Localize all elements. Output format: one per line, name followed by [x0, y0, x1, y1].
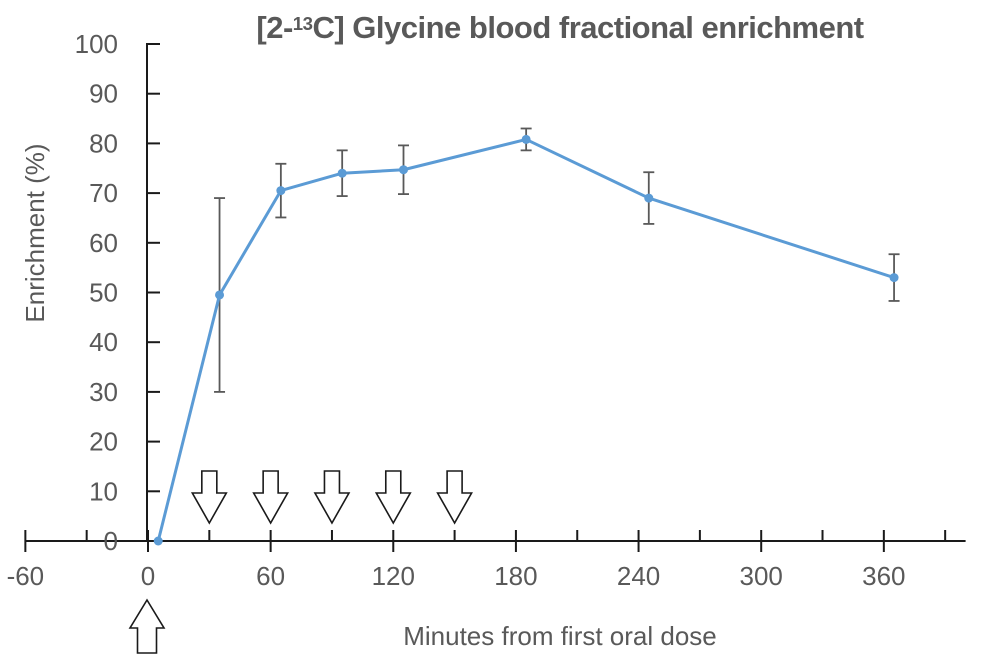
data-point [276, 186, 286, 196]
x-tick-label: -60 [7, 561, 45, 591]
first-oral-dose-arrow-up-icon [128, 598, 166, 654]
chart-title-prefix: [2- [256, 10, 293, 45]
x-tick-label: 0 [141, 561, 155, 591]
x-tick-label: 60 [256, 561, 285, 591]
y-tick-label: 70 [89, 178, 118, 208]
data-point [153, 536, 163, 546]
data-point [889, 273, 899, 283]
oral-dose-arrow-down-icon [313, 470, 351, 525]
x-tick-label: 180 [494, 561, 537, 591]
data-point [399, 165, 408, 175]
y-tick-label: 30 [89, 377, 118, 407]
y-tick-label: 40 [89, 327, 118, 357]
x-tick-label: 120 [372, 561, 415, 591]
oral-dose-arrow-down-icon [190, 470, 228, 525]
y-tick-label: 0 [104, 526, 118, 556]
y-tick-label: 50 [89, 278, 118, 308]
x-tick-label: 240 [617, 561, 660, 591]
y-tick-label: 80 [89, 128, 118, 158]
y-tick-label: 10 [89, 476, 118, 506]
y-tick-label: 100 [75, 29, 118, 59]
x-axis-title: Minutes from first oral dose [403, 621, 717, 651]
oral-dose-arrow-down-icon [374, 470, 412, 525]
data-point [337, 168, 347, 178]
chart-title-suffix: C] Glycine blood fractional enrichment [312, 10, 864, 45]
chart-title-superscript: 13 [292, 12, 313, 34]
oral-dose-arrow-down-icon [436, 470, 473, 525]
data-point [215, 290, 225, 300]
y-tick-label: 90 [89, 79, 118, 109]
data-point [644, 193, 654, 203]
data-line [156, 137, 896, 543]
x-tick-label: 300 [740, 561, 783, 591]
y-tick-label: 20 [89, 427, 118, 457]
data-point [521, 134, 531, 144]
y-tick-label: 60 [89, 228, 118, 258]
x-tick-label: 360 [862, 561, 905, 591]
chart-title: [2-13C] Glycine blood fractional enrichm… [130, 10, 990, 46]
oral-dose-arrow-down-icon [252, 470, 290, 525]
